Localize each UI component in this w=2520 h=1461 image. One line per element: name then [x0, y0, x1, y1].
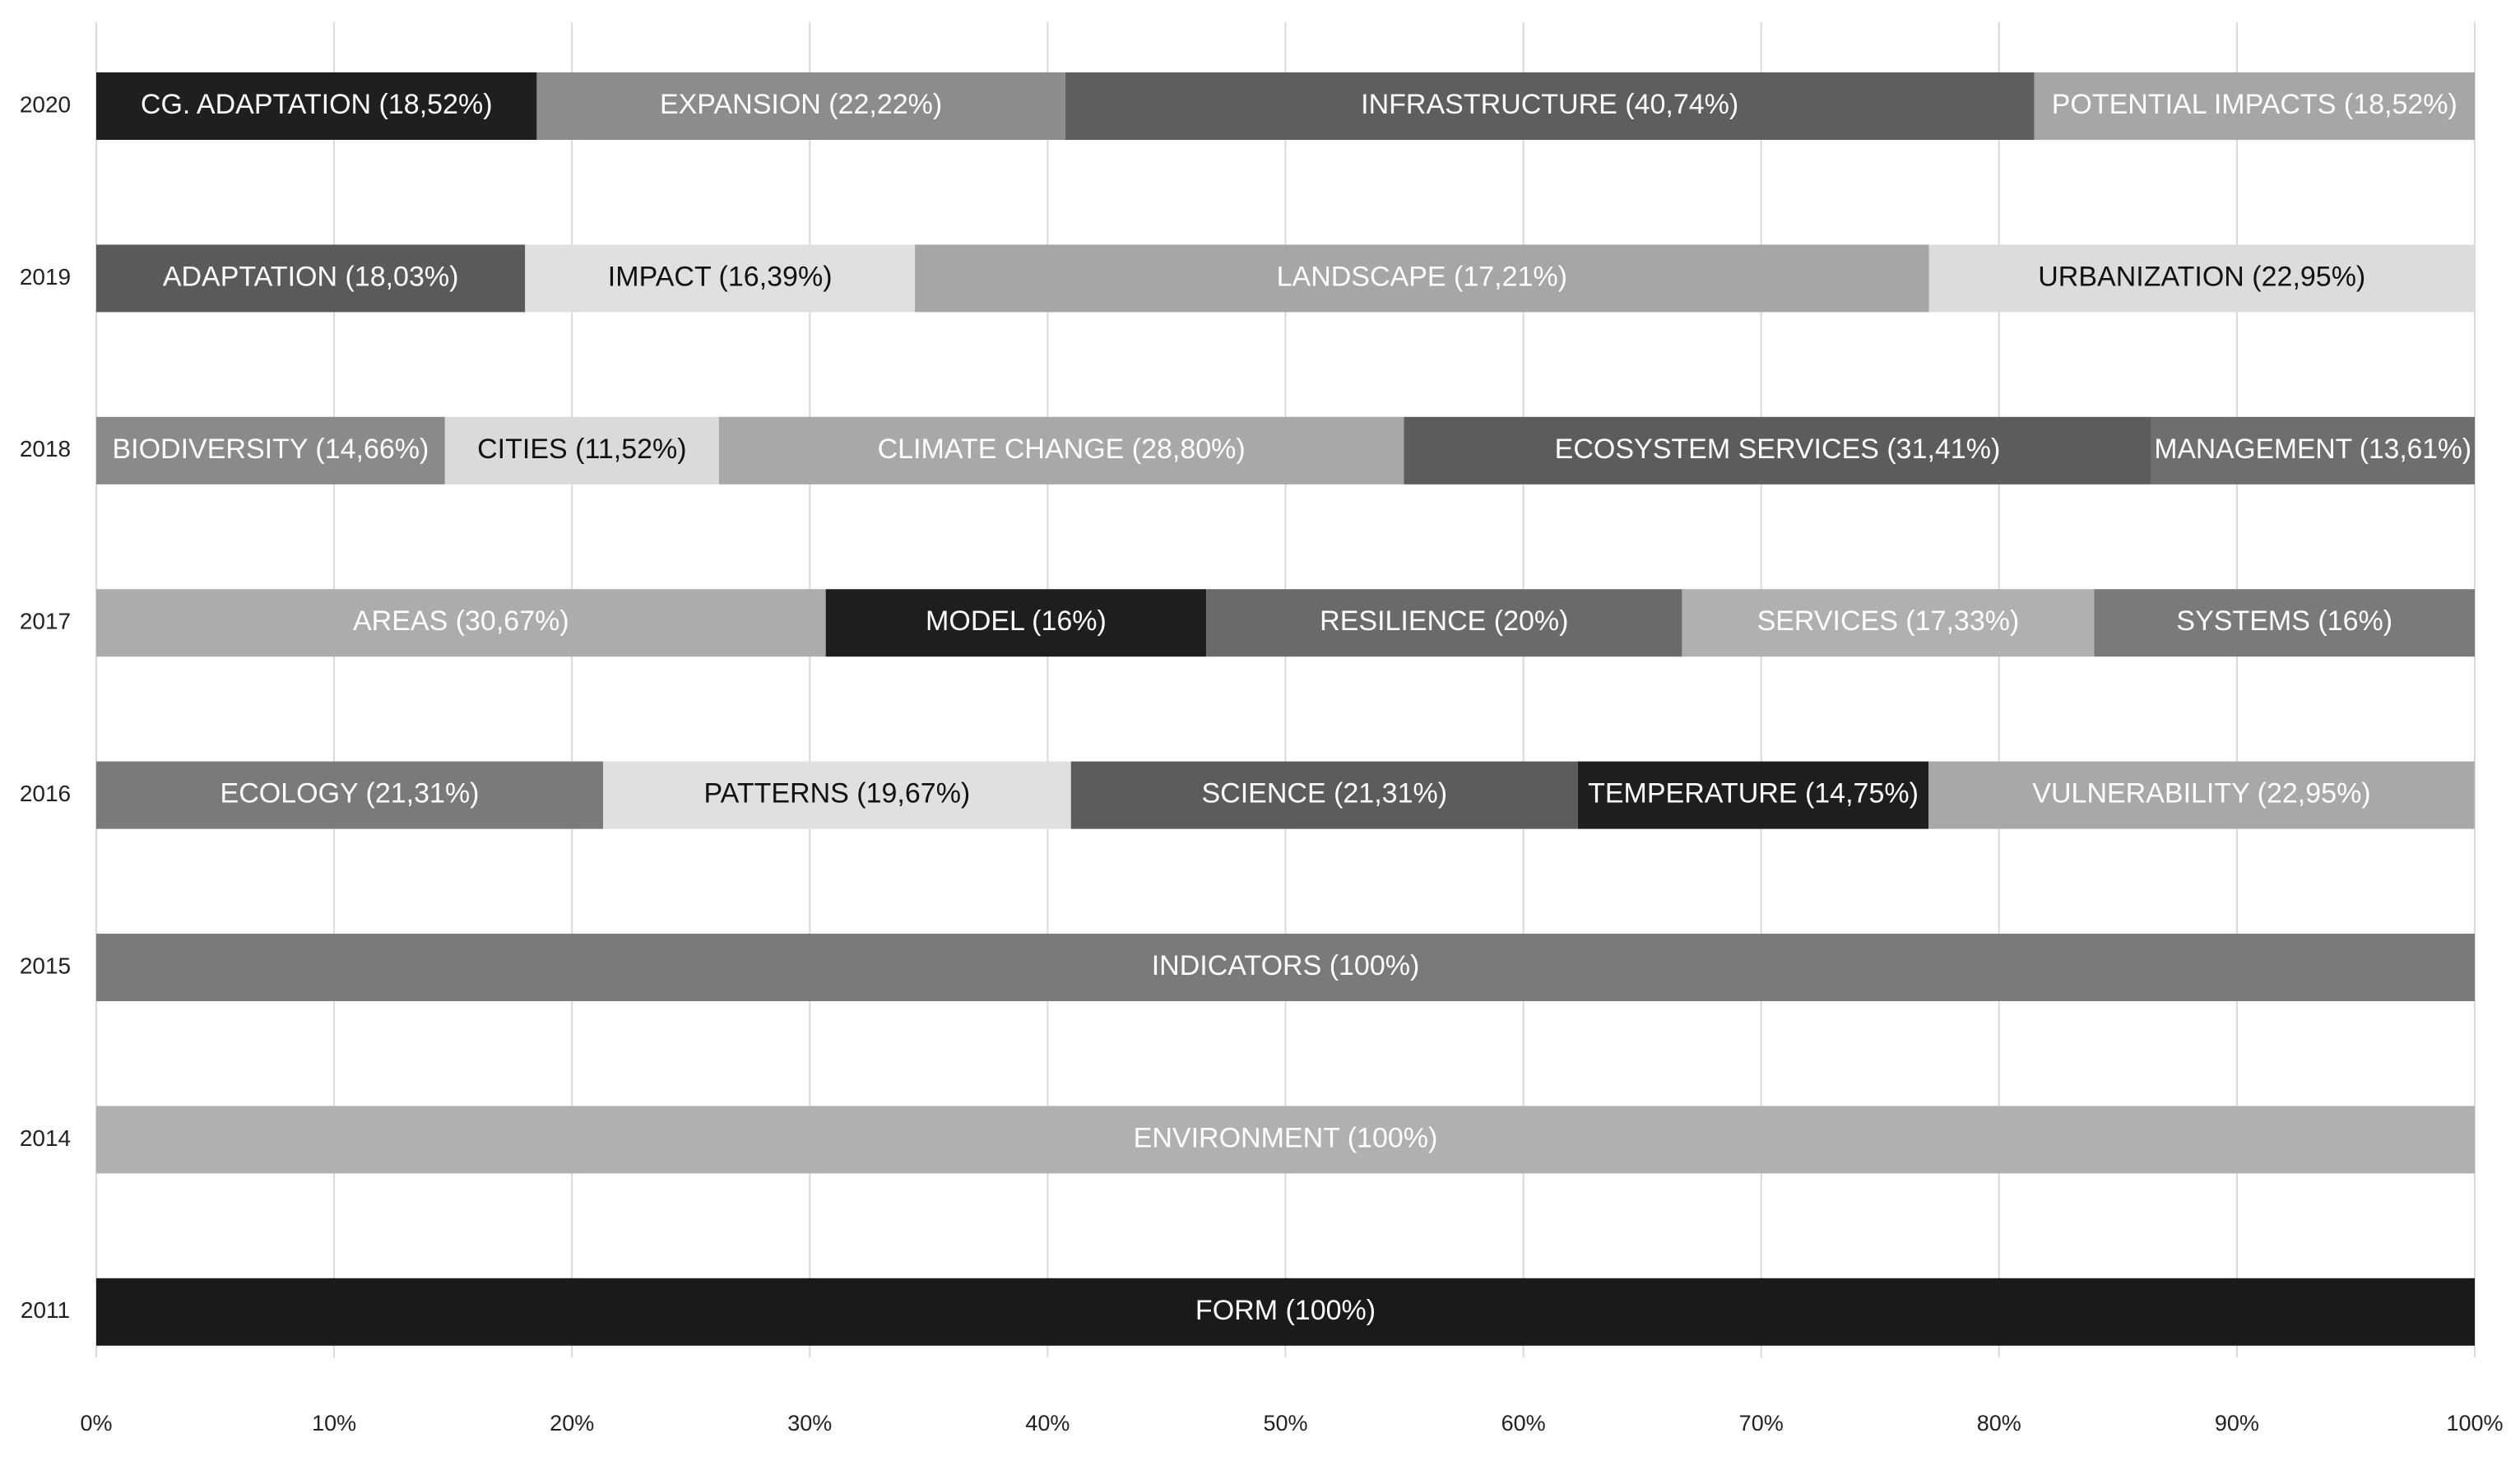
segment-label: VULNERABILITY (22,95%) [2032, 778, 2370, 809]
x-tick-label: 50% [1263, 1411, 1307, 1435]
bar-segment [1065, 72, 2035, 140]
y-tick-label: 2015 [20, 953, 71, 978]
bar-segment [96, 761, 604, 829]
y-tick-label: 2014 [20, 1125, 71, 1151]
x-tick-label: 70% [1739, 1411, 1784, 1435]
segment-label: AREAS (30,67%) [353, 605, 569, 637]
x-tick-label: 100% [2446, 1411, 2503, 1435]
y-tick-label: 2017 [20, 609, 71, 634]
x-tick-label: 30% [787, 1411, 832, 1435]
bar-segment [96, 416, 445, 485]
bar-segment [96, 589, 826, 657]
segment-label: BIODIVERSITY (14,66%) [112, 434, 429, 465]
bar-segment [2034, 72, 2475, 140]
bar-segment [96, 244, 526, 313]
bar-segment [96, 934, 2475, 1001]
segment-label: PATTERNS (19,67%) [704, 778, 971, 809]
bar-segment [96, 1106, 2475, 1174]
segment-label: POTENTIAL IMPACTS (18,52%) [2052, 89, 2457, 120]
segment-label: SERVICES (17,33%) [1757, 605, 2020, 637]
segment-label: EXPANSION (22,22%) [660, 89, 942, 120]
segment-label: URBANIZATION (22,95%) [2038, 261, 2365, 292]
bar-segment [1070, 761, 1578, 829]
segment-label: MODEL (16%) [926, 605, 1107, 637]
segment-label: MANAGEMENT (13,61%) [2155, 434, 2471, 465]
segment-label: INDICATORS (100%) [1152, 950, 1420, 981]
segment-label: ADAPTATION (18,03%) [163, 261, 459, 292]
segment-label: IMPACT (16,39%) [608, 261, 833, 292]
x-tick-label: 10% [312, 1411, 356, 1435]
segment-label: RESILIENCE (20%) [1320, 605, 1568, 637]
bar-segment [825, 589, 1207, 657]
bar-segment [96, 72, 537, 140]
y-tick-label: 2011 [21, 1297, 70, 1323]
segment-label: SCIENCE (21,31%) [1201, 778, 1447, 809]
bar-segment [603, 761, 1071, 829]
x-tick-label: 20% [550, 1411, 594, 1435]
segment-label: ECOLOGY (21,31%) [220, 778, 480, 809]
bar-segment [1928, 761, 2475, 829]
bar-segment [1404, 416, 2151, 485]
x-tick-label: 90% [2215, 1411, 2259, 1435]
segment-label: ENVIRONMENT (100%) [1134, 1122, 1438, 1153]
bar-segment [915, 244, 1929, 313]
bar-segment [1682, 589, 2095, 657]
segment-label: CG. ADAPTATION (18,52%) [141, 89, 493, 120]
segment-label: CITIES (11,52%) [477, 434, 686, 465]
bar-segment [718, 416, 1404, 485]
x-tick-label: 60% [1501, 1411, 1546, 1435]
segment-label: SYSTEMS (16%) [2176, 605, 2392, 637]
y-tick-label: 2018 [20, 436, 71, 461]
x-tick-label: 0% [80, 1411, 112, 1435]
bar-segment [536, 72, 1065, 140]
bar-segment [444, 416, 719, 485]
bar-segment [2151, 416, 2475, 485]
x-tick-label: 80% [1977, 1411, 2021, 1435]
segment-label: CLIMATE CHANGE (28,80%) [878, 434, 1246, 465]
y-tick-label: 2020 [20, 91, 71, 117]
segment-label: TEMPERATURE (14,75%) [1588, 778, 1919, 809]
bar-segment [1206, 589, 1682, 657]
bar-segment [1577, 761, 1929, 829]
bar-segment [96, 1278, 2475, 1346]
x-tick-label: 40% [1025, 1411, 1070, 1435]
segment-label: LANDSCAPE (17,21%) [1277, 261, 1567, 292]
segment-label: ECOSYSTEM SERVICES (31,41%) [1555, 434, 2001, 465]
segment-label: FORM (100%) [1195, 1295, 1376, 1326]
y-tick-label: 2016 [20, 781, 71, 806]
bar-segment [525, 244, 916, 313]
y-tick-label: 2019 [20, 264, 71, 290]
bar-segment [2094, 589, 2475, 657]
bar-segment [1928, 244, 2475, 313]
segment-label: INFRASTRUCTURE (40,74%) [1361, 89, 1738, 120]
